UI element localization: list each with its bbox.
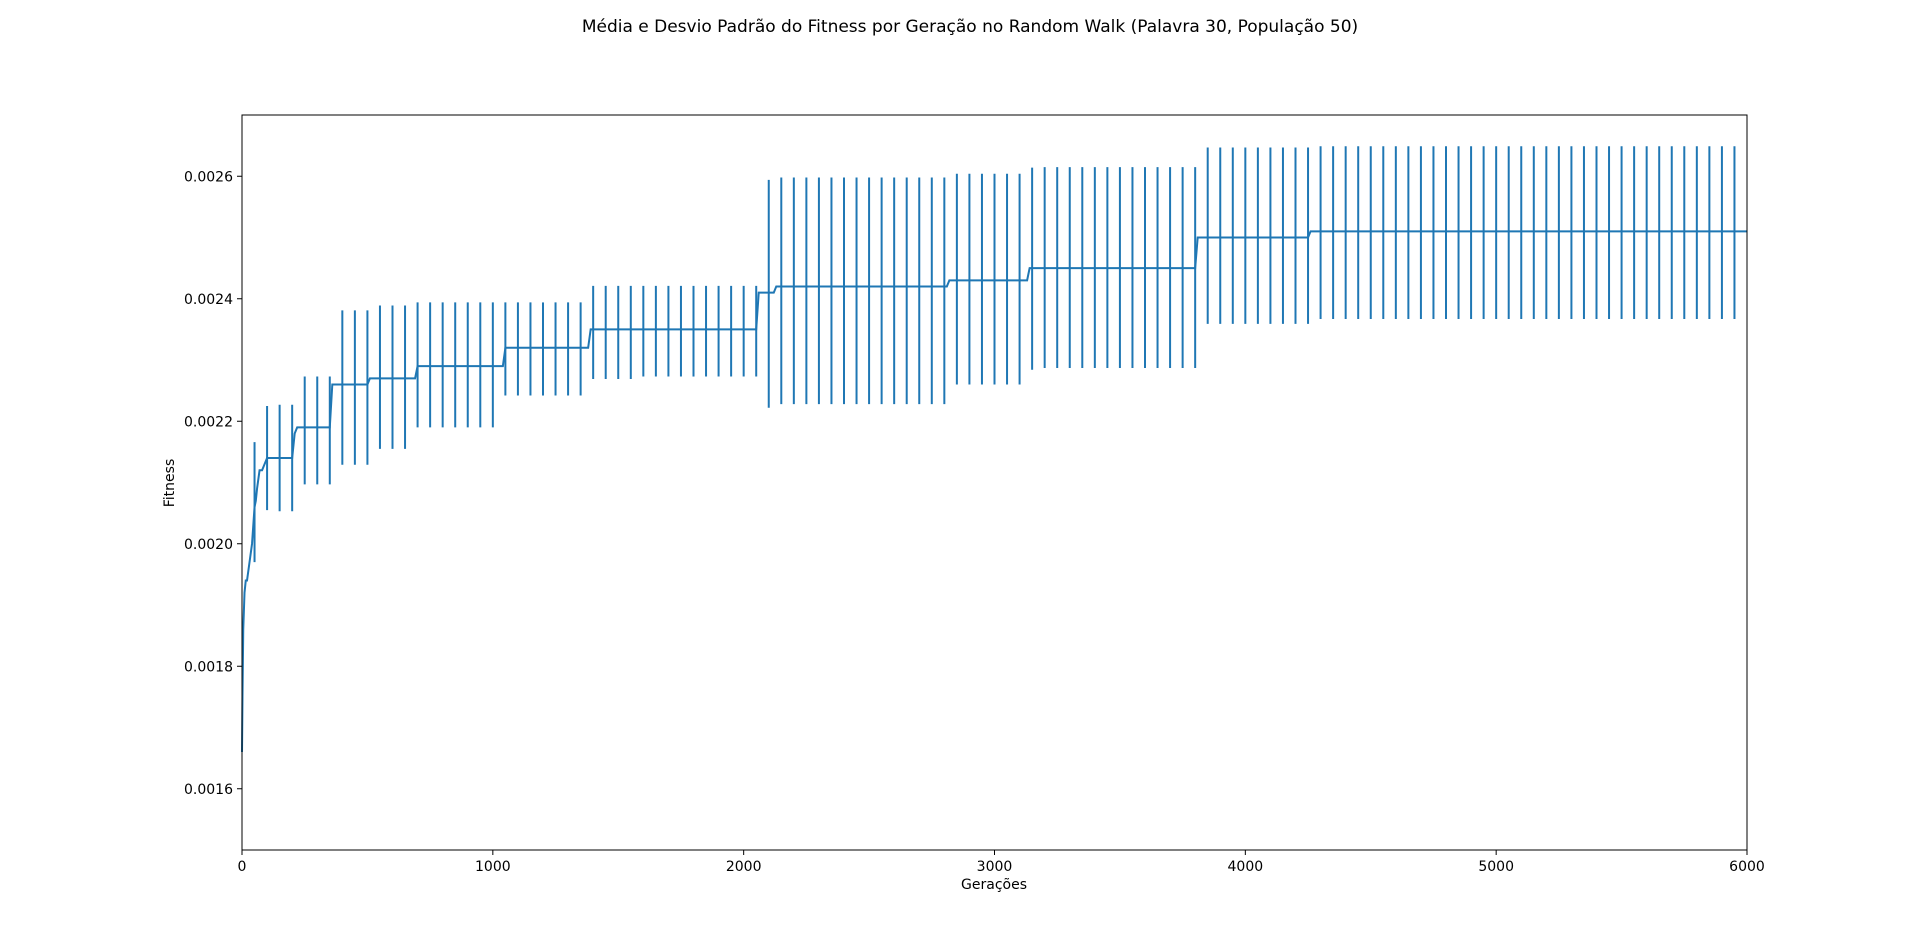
y-tick-label: 0.0018 — [184, 659, 233, 675]
y-tick-label: 0.0020 — [184, 537, 233, 553]
x-tick-label: 4000 — [1228, 859, 1264, 875]
mean-line — [241, 230, 1747, 753]
x-axis-label: Gerações — [961, 877, 1027, 893]
y-tick-label: 0.0022 — [184, 414, 233, 430]
y-tick-label: 0.0024 — [184, 292, 233, 308]
y-tick-label: 0.0016 — [184, 782, 233, 798]
errorbar-group — [253, 146, 1736, 563]
x-ticks-group: 0 1000 2000 3000 4000 5000 6000 — [238, 850, 1765, 875]
chart-title: Média e Desvio Padrão do Fitness por Ger… — [582, 17, 1358, 37]
y-axis-label: Fitness — [162, 459, 178, 508]
x-tick-label: 6000 — [1729, 859, 1765, 875]
y-ticks-group: 0.0016 0.0018 0.0020 0.0022 0.0024 0.0026 — [184, 169, 242, 798]
y-tick-label: 0.0026 — [184, 169, 233, 185]
mean-line-group — [241, 230, 1747, 753]
x-tick-label: 3000 — [977, 859, 1013, 875]
x-tick-label: 2000 — [726, 859, 762, 875]
x-tick-label: 1000 — [475, 859, 511, 875]
x-tick-label: 0 — [238, 859, 247, 875]
x-tick-label: 5000 — [1478, 859, 1514, 875]
